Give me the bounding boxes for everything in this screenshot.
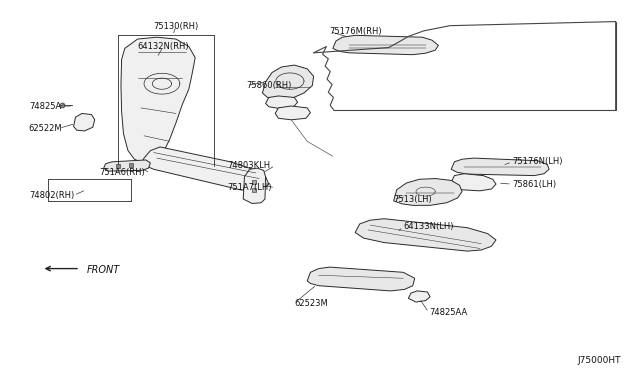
Text: 74825A: 74825A: [29, 102, 61, 110]
Text: 64132N(RH): 64132N(RH): [138, 42, 189, 51]
Polygon shape: [408, 291, 430, 302]
Text: 75130(RH): 75130(RH): [154, 22, 198, 31]
Polygon shape: [355, 219, 496, 251]
Text: 75861(LH): 75861(LH): [512, 180, 556, 189]
Text: 7513(LH): 7513(LH): [394, 195, 433, 203]
Text: 74825AA: 74825AA: [429, 308, 467, 317]
Text: FRONT: FRONT: [86, 265, 120, 275]
Text: 74802(RH): 74802(RH): [29, 191, 74, 200]
Polygon shape: [243, 168, 266, 203]
Polygon shape: [451, 174, 496, 191]
Polygon shape: [262, 65, 314, 100]
Text: 62523M: 62523M: [294, 299, 328, 308]
Text: J75000HT: J75000HT: [577, 356, 621, 365]
Polygon shape: [333, 35, 438, 55]
Polygon shape: [74, 113, 95, 131]
Polygon shape: [121, 37, 195, 164]
Text: 75176M(RH): 75176M(RH): [330, 27, 382, 36]
Polygon shape: [451, 158, 549, 176]
Text: 64133N(LH): 64133N(LH): [403, 222, 454, 231]
Text: 75176N(LH): 75176N(LH): [512, 157, 563, 166]
Polygon shape: [394, 179, 462, 205]
Text: 751A6(RH): 751A6(RH): [99, 169, 145, 177]
Text: 74803KLH: 74803KLH: [227, 161, 270, 170]
Text: 62522M: 62522M: [29, 124, 63, 133]
Polygon shape: [104, 160, 150, 171]
Text: 751A7(LH): 751A7(LH): [227, 183, 272, 192]
Text: 75860(RH): 75860(RH): [246, 81, 292, 90]
Polygon shape: [307, 267, 415, 291]
Polygon shape: [141, 147, 269, 192]
Polygon shape: [275, 106, 310, 120]
Polygon shape: [266, 96, 298, 109]
